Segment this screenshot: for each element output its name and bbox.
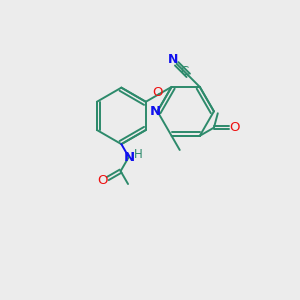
Text: H: H: [134, 148, 143, 161]
Text: O: O: [152, 86, 162, 99]
Text: N: N: [168, 53, 178, 66]
Text: N: N: [150, 105, 161, 118]
Text: O: O: [97, 174, 108, 187]
Text: C: C: [180, 65, 188, 78]
Text: O: O: [229, 121, 239, 134]
Text: N: N: [124, 151, 135, 164]
